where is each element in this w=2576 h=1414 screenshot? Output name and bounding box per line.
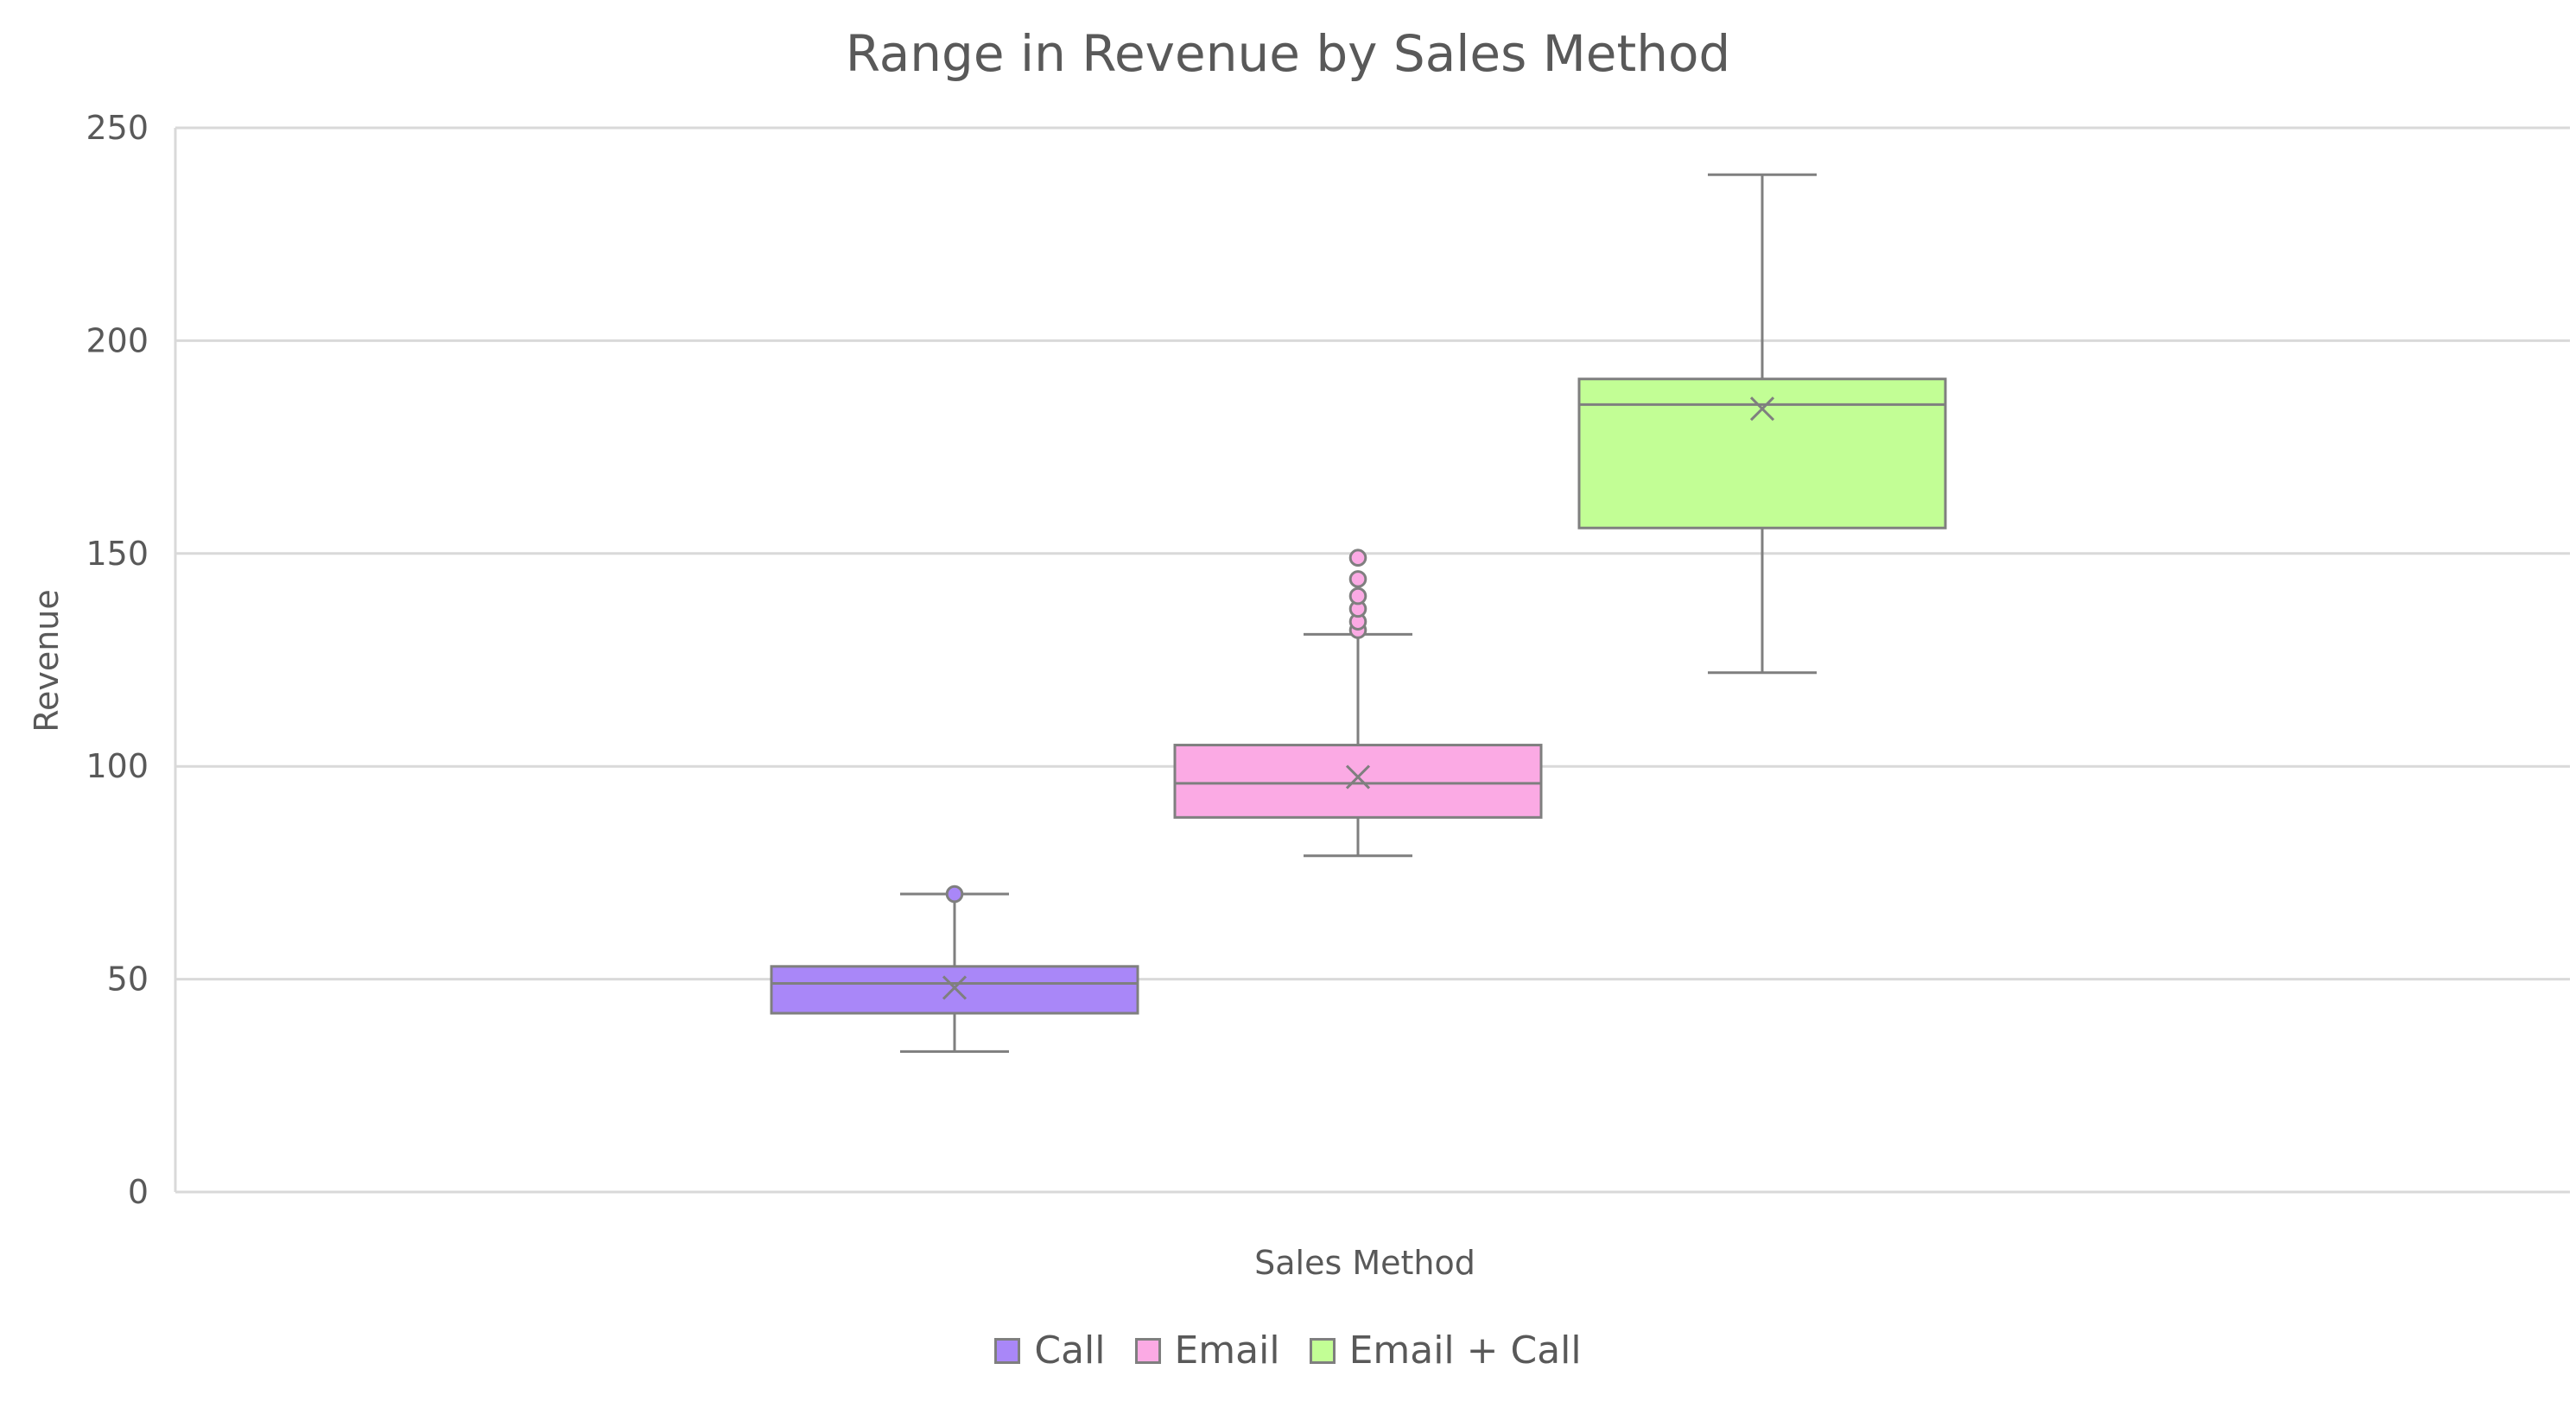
x-axis-label: Sales Method [1254,1244,1475,1282]
outlier-point-call [945,885,964,904]
y-tick-label: 200 [86,321,149,359]
chart-title: Range in Revenue by Sales Method [845,24,1731,83]
box-email-call [1577,377,1947,529]
box-email [1173,744,1543,819]
y-tick-label: 0 [128,1173,149,1211]
legend: Call Email Email + Call [0,1328,2576,1373]
box-call [770,965,1139,1015]
legend-label: Call [1034,1328,1106,1373]
legend-item-email: Email [1134,1328,1280,1373]
legend-item-email-call: Email + Call [1309,1328,1582,1373]
y-tick-label: 150 [86,535,149,573]
y-tick-label: 100 [86,747,149,785]
mean-marker-email [1345,764,1371,789]
mean-marker-call [942,975,968,1000]
outlier-point-email [1348,587,1367,606]
outlier-point-email [1348,570,1367,588]
outlier-point-email [1348,548,1367,568]
legend-item-call: Call [994,1328,1106,1373]
legend-swatch [1309,1337,1336,1364]
legend-swatch [994,1337,1021,1364]
mean-marker-email-call [1749,396,1775,422]
legend-swatch [1134,1337,1161,1364]
y-tick-label: 250 [86,109,149,147]
legend-label: Email [1174,1328,1280,1373]
y-tick-label: 50 [107,961,149,999]
legend-label: Email + Call [1348,1328,1582,1373]
